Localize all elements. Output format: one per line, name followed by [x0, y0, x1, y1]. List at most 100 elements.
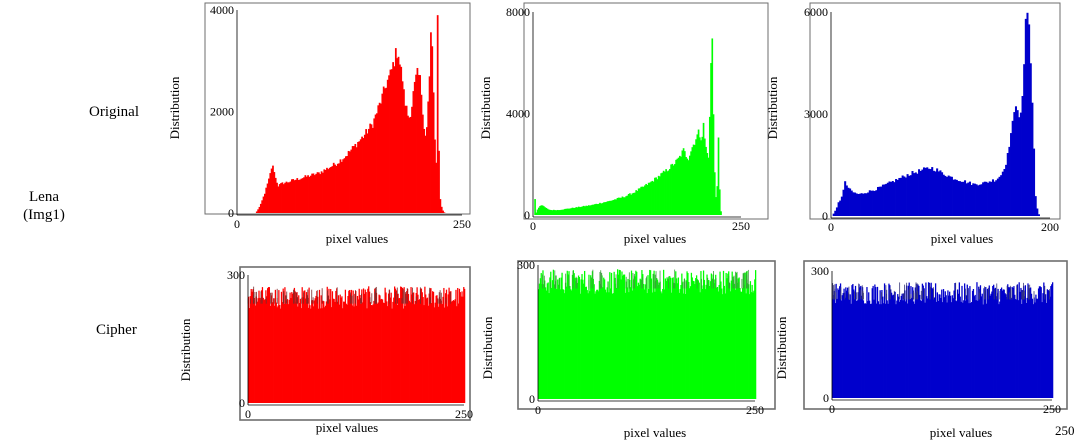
histogram-bar — [458, 288, 461, 403]
histogram-bar — [673, 283, 675, 399]
histogram-bar — [989, 295, 991, 398]
histogram-bar — [857, 194, 860, 216]
histogram-bar — [926, 296, 928, 398]
histogram-bar — [374, 114, 377, 213]
histogram-bar — [745, 293, 747, 399]
histogram-bar — [583, 283, 585, 399]
histogram-bar — [706, 274, 708, 399]
histogram-bar — [602, 202, 605, 215]
histogram-bar — [843, 288, 845, 398]
histogram-bar — [872, 285, 874, 398]
histogram-bar — [646, 185, 649, 215]
histogram-bar — [346, 156, 349, 213]
histogram-bar — [590, 205, 593, 215]
histogram-bar — [543, 284, 545, 399]
histogram-bar — [672, 277, 674, 399]
histogram-bar — [643, 283, 645, 399]
histogram-bar — [1043, 282, 1045, 398]
histogram-bar — [868, 292, 870, 398]
histogram-bar — [693, 144, 696, 215]
histogram-bar — [577, 206, 580, 215]
histogram-bar — [460, 296, 462, 403]
histogram-bar — [546, 283, 548, 399]
histogram-bar — [710, 63, 712, 215]
histogram-bar — [410, 287, 412, 403]
histogram-bar — [1013, 112, 1016, 216]
histogram-bar — [551, 210, 554, 215]
histogram-bar — [1019, 112, 1022, 216]
histogram-bar — [248, 308, 251, 403]
histogram-bar — [308, 287, 310, 403]
histogram-bar — [877, 301, 880, 398]
histogram-bar — [890, 181, 893, 216]
histogram-bar — [390, 292, 392, 403]
histogram-bar — [699, 292, 701, 399]
histogram-bar — [1010, 297, 1012, 398]
histogram-bar — [594, 293, 596, 399]
histogram-bar — [681, 150, 684, 215]
histogram-bar — [384, 88, 386, 213]
histogram-bar — [917, 284, 919, 398]
histogram-bar — [404, 105, 407, 213]
histogram-bar — [312, 306, 315, 403]
histogram-bar — [434, 139, 436, 213]
histogram-bar — [942, 174, 945, 216]
histogram-bar — [377, 302, 379, 403]
histogram-bar — [675, 271, 677, 399]
histogram-bar — [610, 200, 613, 215]
histogram-bar — [570, 289, 572, 399]
histogram-bar — [741, 291, 743, 399]
histogram-bar — [308, 176, 311, 213]
histogram-bar — [979, 285, 982, 398]
histogram-bar — [860, 285, 862, 398]
histogram-bar — [464, 288, 466, 403]
histogram-bar — [847, 293, 850, 398]
histogram-bar — [572, 207, 575, 215]
histogram-bar — [382, 302, 385, 403]
x-tick-label: 0 — [234, 217, 240, 231]
histogram-bar — [420, 288, 423, 403]
histogram-bar — [904, 177, 907, 216]
histogram-bar — [1000, 288, 1002, 398]
histogram-bar — [690, 272, 693, 399]
histogram-bar — [999, 301, 1001, 398]
histogram-bar — [964, 283, 966, 398]
x-axis-label: pixel values — [930, 425, 992, 440]
histogram-bar — [659, 281, 661, 399]
histogram-bar — [546, 208, 549, 215]
histogram-bar — [575, 207, 578, 215]
histogram-bar — [408, 117, 411, 213]
histogram-bar — [717, 137, 720, 215]
histogram-bar — [651, 292, 653, 399]
histogram-bar — [956, 289, 959, 398]
histogram-bar — [988, 181, 991, 216]
histogram-bar — [927, 168, 930, 216]
histogram-bar — [1024, 285, 1026, 398]
histogram-bar — [986, 303, 988, 398]
histogram-bar — [702, 288, 704, 399]
histogram-bar — [642, 274, 644, 399]
histogram-bar — [272, 165, 274, 213]
histogram-bar — [973, 183, 976, 216]
histogram-bar — [1027, 283, 1029, 398]
histogram-bar — [952, 179, 955, 216]
histogram-bar — [749, 281, 752, 399]
histogram-bar — [441, 304, 443, 403]
histogram-bar — [397, 56, 400, 214]
axis-lines — [532, 12, 741, 218]
histogram-bar — [686, 271, 688, 399]
histogram-bar — [839, 283, 842, 398]
histogram-bar — [846, 290, 848, 398]
histogram-bar — [260, 299, 262, 403]
histogram-bar — [968, 303, 970, 398]
histogram-bar — [372, 304, 374, 403]
histogram-bar — [346, 304, 348, 403]
histogram-bar — [668, 282, 670, 399]
histogram-bar — [589, 291, 591, 399]
histogram-bar — [291, 179, 293, 213]
histogram-bar — [608, 292, 610, 399]
histogram-bar — [597, 291, 600, 399]
histogram-bar — [955, 300, 957, 398]
histogram-bar — [1010, 133, 1013, 216]
histogram-bar — [1002, 289, 1004, 398]
